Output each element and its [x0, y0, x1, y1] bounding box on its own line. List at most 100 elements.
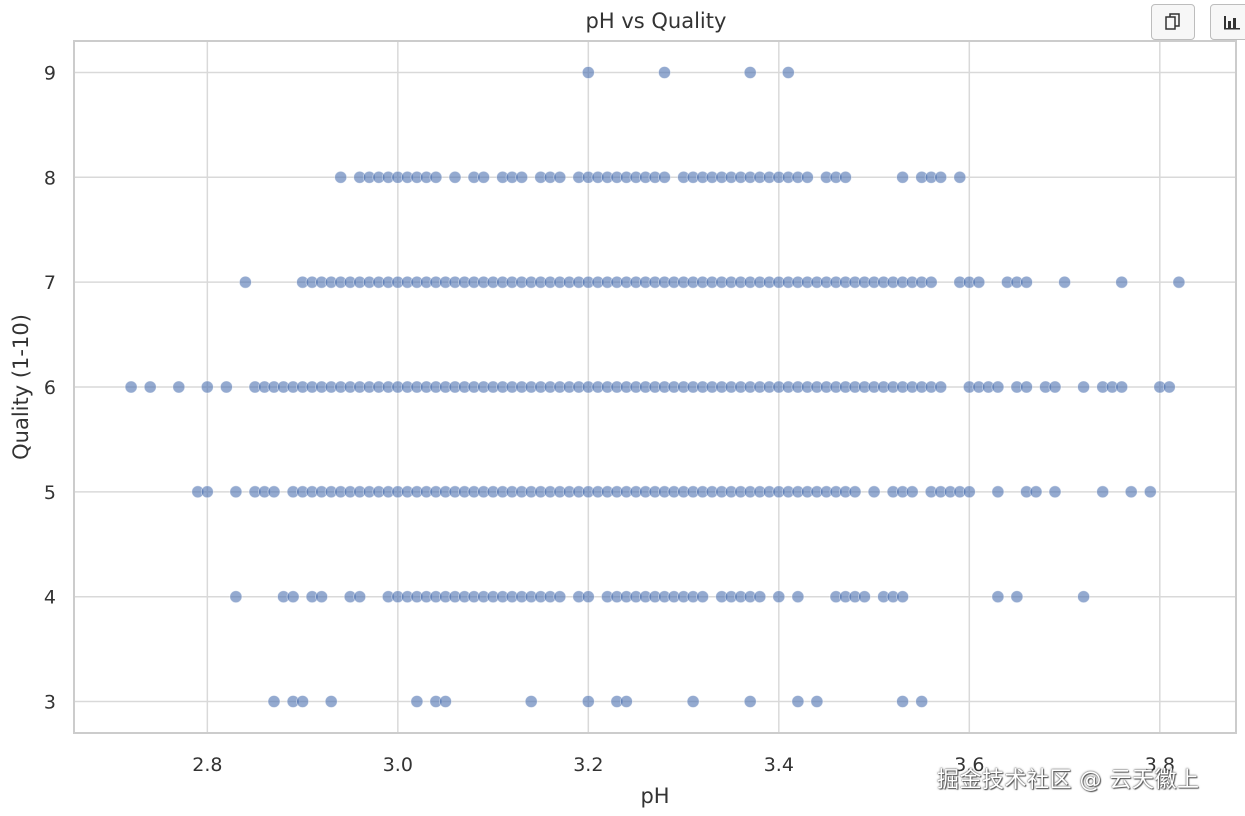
- scatter-point: [686, 695, 700, 708]
- scatter-point: [553, 590, 567, 604]
- scatter-point: [1124, 485, 1138, 499]
- scatter-point: [810, 695, 824, 708]
- scatter-point: [781, 66, 795, 79]
- y-tick-labels: 3 4 5 6 7 8 9: [44, 62, 56, 713]
- scatter-point: [791, 695, 805, 708]
- scatter-point: [286, 590, 300, 604]
- scatter-point: [315, 590, 329, 604]
- scatter-point: [1058, 275, 1071, 289]
- scatter-point: [124, 380, 138, 394]
- scatter-point: [581, 695, 595, 708]
- scatter-point: [524, 695, 538, 708]
- x-tick-label: 3.2: [573, 754, 603, 776]
- y-tick-label: 5: [44, 482, 56, 504]
- scatter-point: [353, 590, 367, 604]
- y-tick-label: 3: [44, 692, 56, 714]
- scatter-point: [953, 170, 967, 184]
- copy-button[interactable]: [1151, 4, 1195, 40]
- scatter-point: [801, 170, 814, 184]
- scatter-point: [1077, 380, 1090, 394]
- scatter-point: [1048, 380, 1062, 394]
- scatter-point: [1096, 485, 1110, 499]
- scatter-point: [1020, 275, 1033, 289]
- scatter-point: [696, 590, 709, 604]
- y-tick-label: 9: [44, 62, 56, 84]
- x-tick-label: 3.4: [764, 754, 794, 776]
- copy-icon: [1165, 13, 1180, 30]
- scatter-point: [172, 380, 186, 394]
- scatter-point: [791, 590, 805, 604]
- scatter-point: [934, 170, 948, 184]
- scatter-point: [477, 170, 491, 184]
- scatter-point: [1162, 380, 1176, 394]
- scatter-point: [915, 695, 929, 708]
- scatter-point: [296, 695, 310, 708]
- scatter-point: [858, 590, 871, 604]
- chart-button[interactable]: [1210, 4, 1245, 40]
- scatter-point: [743, 695, 757, 708]
- scatter-point: [515, 170, 529, 184]
- x-tick-label: 3.0: [383, 754, 413, 776]
- y-tick-label: 6: [44, 377, 56, 399]
- scatter-point: [429, 170, 443, 184]
- scatter-point: [200, 380, 214, 394]
- scatter-point: [896, 590, 909, 604]
- scatter-point: [553, 170, 567, 184]
- bar-chart-icon: [1224, 16, 1240, 30]
- scatter-point: [962, 485, 976, 499]
- scatter-point: [1048, 485, 1062, 499]
- y-tick-label: 4: [44, 587, 56, 609]
- scatter-point: [324, 695, 338, 708]
- scatter-point: [581, 590, 595, 604]
- scatter-point: [1172, 275, 1186, 289]
- scatter-point: [934, 380, 948, 394]
- x-tick-label: 3.6: [954, 754, 984, 776]
- scatter-point: [658, 66, 671, 79]
- scatter-point: [334, 170, 348, 184]
- chart-title: pH vs Quality: [586, 9, 727, 33]
- scatter-point: [200, 485, 214, 499]
- scatter-point: [410, 695, 424, 708]
- scatter-point: [896, 695, 909, 708]
- scatter-point: [848, 485, 862, 499]
- scatter-point: [1020, 380, 1033, 394]
- y-tick-label: 8: [44, 167, 56, 189]
- scatter-point: [439, 695, 452, 708]
- x-tick-label: 2.8: [192, 754, 222, 776]
- scatter-point: [229, 485, 243, 499]
- scatter-point: [143, 380, 157, 394]
- scatter-point: [1143, 485, 1157, 499]
- scatter-point: [238, 275, 252, 289]
- x-axis-label: pH: [640, 784, 669, 808]
- scatter-point: [896, 170, 909, 184]
- scatter-point: [991, 380, 1005, 394]
- scatter-point: [448, 170, 462, 184]
- scatter-point: [658, 170, 671, 184]
- scatter-point: [839, 170, 852, 184]
- scatter-point: [267, 485, 281, 499]
- scatter-point: [219, 380, 233, 394]
- scatter-point: [229, 590, 243, 604]
- watermark-text: 掘金技术社区 @ 云天徽上: [937, 768, 1200, 793]
- scatter-point: [1029, 485, 1043, 499]
- scatter-point: [972, 275, 986, 289]
- scatter-point: [867, 485, 881, 499]
- x-tick-label: 3.8: [1145, 754, 1175, 776]
- scatter-point: [924, 275, 938, 289]
- scatter-point: [772, 590, 786, 604]
- x-tick-labels: 2.8 3.0 3.2 3.4 3.6 3.8: [192, 754, 1175, 776]
- y-tick-label: 7: [44, 272, 56, 294]
- scatter-point: [743, 66, 757, 79]
- scatter-point: [991, 485, 1005, 499]
- scatter-point: [905, 485, 919, 499]
- scatter-point: [267, 695, 281, 708]
- scatter-point: [620, 695, 633, 708]
- scatter-point: [1115, 380, 1129, 394]
- scatter-point: [1010, 590, 1024, 604]
- scatter-point: [1077, 590, 1090, 604]
- scatter-point: [991, 590, 1005, 604]
- scatter-point: [581, 66, 595, 79]
- scatter-point: [753, 590, 767, 604]
- data-points: [124, 66, 1186, 708]
- plot-area-frame: [73, 40, 1237, 734]
